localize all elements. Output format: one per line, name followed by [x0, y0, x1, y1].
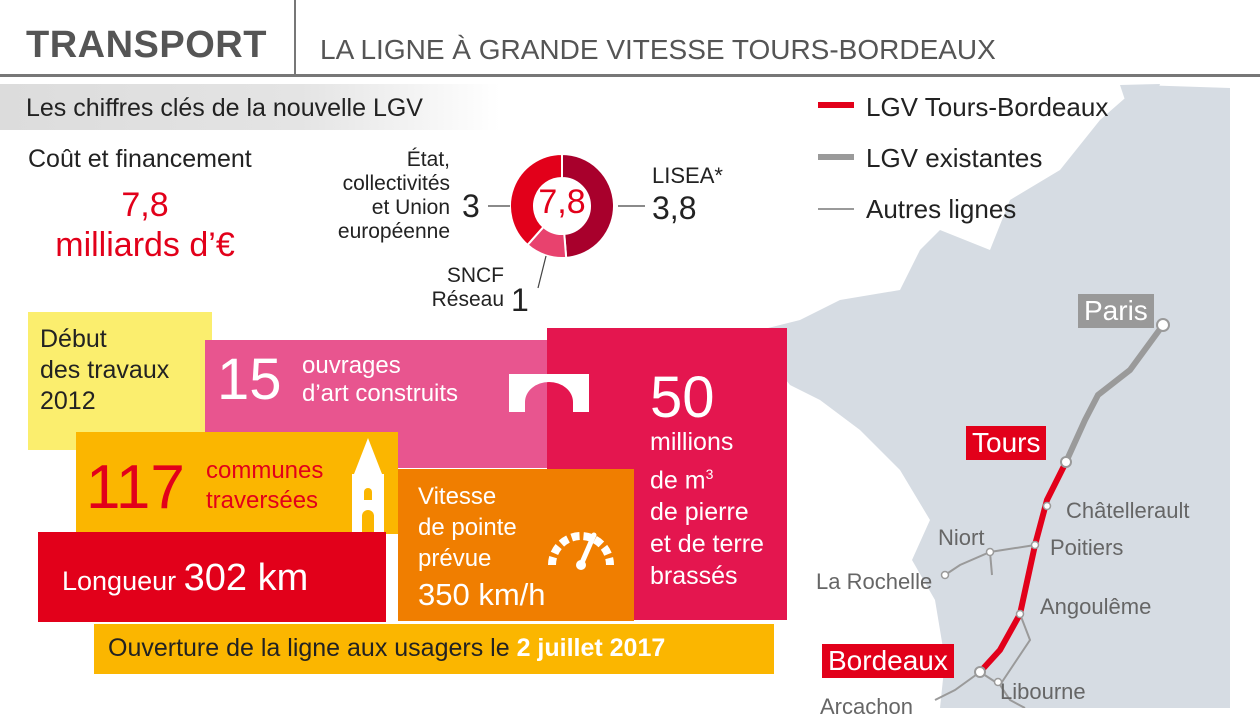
- lgv-existing-line: [1063, 323, 1166, 464]
- cost-value-unit: milliards d’€: [55, 226, 235, 264]
- volume-line1: millions: [650, 428, 734, 456]
- cost-label: Coût et financement: [28, 145, 252, 173]
- city-label-la-rochelle: La Rochelle: [816, 569, 933, 594]
- ouverture-date: 2 juillet 2017: [516, 634, 666, 662]
- volume-line3: de pierre: [650, 498, 749, 527]
- header-separator: [294, 0, 296, 74]
- legend-swatch-tours-bordeaux: [818, 102, 854, 108]
- header-rule: [0, 74, 1260, 77]
- bridge-icon: [509, 374, 589, 412]
- cost-value-number: 7,8: [121, 186, 169, 224]
- communes-number: 117: [86, 453, 185, 522]
- box-communes: 117 communes traversées: [76, 432, 398, 534]
- city-dot-tours: [1060, 456, 1072, 468]
- vitesse-value: 350 km/h: [418, 577, 546, 612]
- city-label-bordeaux: Bordeaux: [822, 644, 954, 678]
- city-dot-niort: [985, 547, 995, 557]
- other-line-libourne: [979, 671, 1026, 708]
- city-label-niort: Niort: [938, 525, 985, 550]
- ouvrages-number: 15: [217, 347, 282, 412]
- legend-swatch-autres-lignes: [818, 208, 854, 210]
- volume-line4: et de terre: [650, 530, 764, 559]
- city-dot-bordeaux: [974, 666, 986, 678]
- other-line-niort: [944, 544, 1036, 576]
- city-dot-poitiers: [1030, 540, 1040, 550]
- lgv-tours-bordeaux-line: [977, 460, 1069, 675]
- cost-value: 7,8 milliards d’€: [20, 185, 270, 265]
- city-label-poitiers: Poitiers: [1050, 535, 1124, 560]
- city-dot-libourne: [993, 677, 1003, 687]
- segment-sncf-value: 1: [511, 282, 529, 318]
- volume-line5: brassés: [650, 562, 738, 591]
- city-label-angouleme: Angoulême: [1040, 594, 1152, 619]
- city-label-chatellerault: Châtellerault: [1066, 498, 1190, 523]
- legend-label-lgv-existantes: LGV existantes: [866, 143, 1043, 173]
- ouvrages-line2: d’art construits: [302, 380, 459, 407]
- ouvrages-line1: ouvrages: [302, 352, 401, 379]
- map-land-north: [1120, 84, 1160, 115]
- city-label-paris: Paris: [1078, 294, 1154, 328]
- ouverture-text: Ouverture de la ligne aux usagers le: [108, 634, 510, 662]
- city-dot-larochelle: [940, 570, 950, 580]
- debut-line2: des travaux: [40, 356, 170, 384]
- box-debut-travaux: Début des travaux 2012: [28, 312, 212, 450]
- segment-lisea-label: LISEA*: [652, 163, 723, 188]
- section-title: Les chiffres clés de la nouvelle LGV: [26, 94, 423, 122]
- speedometer-icon: [548, 532, 614, 570]
- communes-line1: communes: [206, 457, 324, 484]
- longueur-value: 302 km: [183, 557, 309, 599]
- segment-lisea-value: 3,8: [652, 190, 697, 226]
- header-subtitle: LA LIGNE À GRANDE VITESSE TOURS-BORDEAUX: [320, 34, 996, 65]
- city-label-arcachon: Arcachon: [820, 694, 913, 719]
- segment-state-value: 3: [462, 188, 480, 224]
- legend-label-autres-lignes: Autres lignes: [866, 194, 1017, 224]
- other-line-arcachon: [934, 671, 981, 701]
- vitesse-line2: de pointe: [418, 514, 517, 541]
- box-vitesse: Vitesse de pointe prévue 350 km/h: [398, 469, 634, 621]
- other-line-angouleme: [999, 613, 1032, 686]
- box-longueur: Longueur 302 km: [38, 532, 386, 622]
- communes-line2: traversées: [206, 487, 319, 514]
- vitesse-line1: Vitesse: [418, 483, 497, 510]
- debut-year: 2012: [40, 387, 96, 415]
- city-dot-paris: [1156, 318, 1170, 332]
- legend-label-tours-bordeaux: LGV Tours-Bordeaux: [866, 92, 1109, 122]
- box-ouverture: Ouverture de la ligne aux usagers le 2 j…: [94, 624, 774, 674]
- section-bar: [0, 84, 500, 130]
- map-land: [760, 85, 1230, 708]
- longueur-label: Longueur: [62, 566, 177, 596]
- church-icon: [352, 438, 384, 534]
- vitesse-line3: prévue: [418, 545, 492, 572]
- city-dot-chatellerault: [1042, 501, 1052, 511]
- city-label-tours: Tours: [966, 426, 1047, 460]
- header-title: TRANSPORT: [26, 24, 267, 66]
- leader-sncf: [537, 255, 547, 289]
- city-dot-angouleme: [1015, 609, 1025, 619]
- city-label-libourne: Libourne: [1000, 679, 1086, 704]
- financing-donut: [488, 152, 645, 289]
- map-sea: [1230, 88, 1260, 708]
- segment-state-label: État, collectivités et Union européenne: [337, 148, 450, 243]
- legend-swatch-lgv-existantes: [818, 154, 854, 160]
- volume-number: 50: [650, 365, 715, 430]
- donut-center-total: 7,8: [538, 183, 586, 221]
- segment-sncf-label: SNCF Réseau: [431, 264, 504, 311]
- donut-hole: [534, 178, 590, 234]
- debut-line1: Début: [40, 325, 107, 353]
- volume-line2: de m3: [650, 466, 714, 495]
